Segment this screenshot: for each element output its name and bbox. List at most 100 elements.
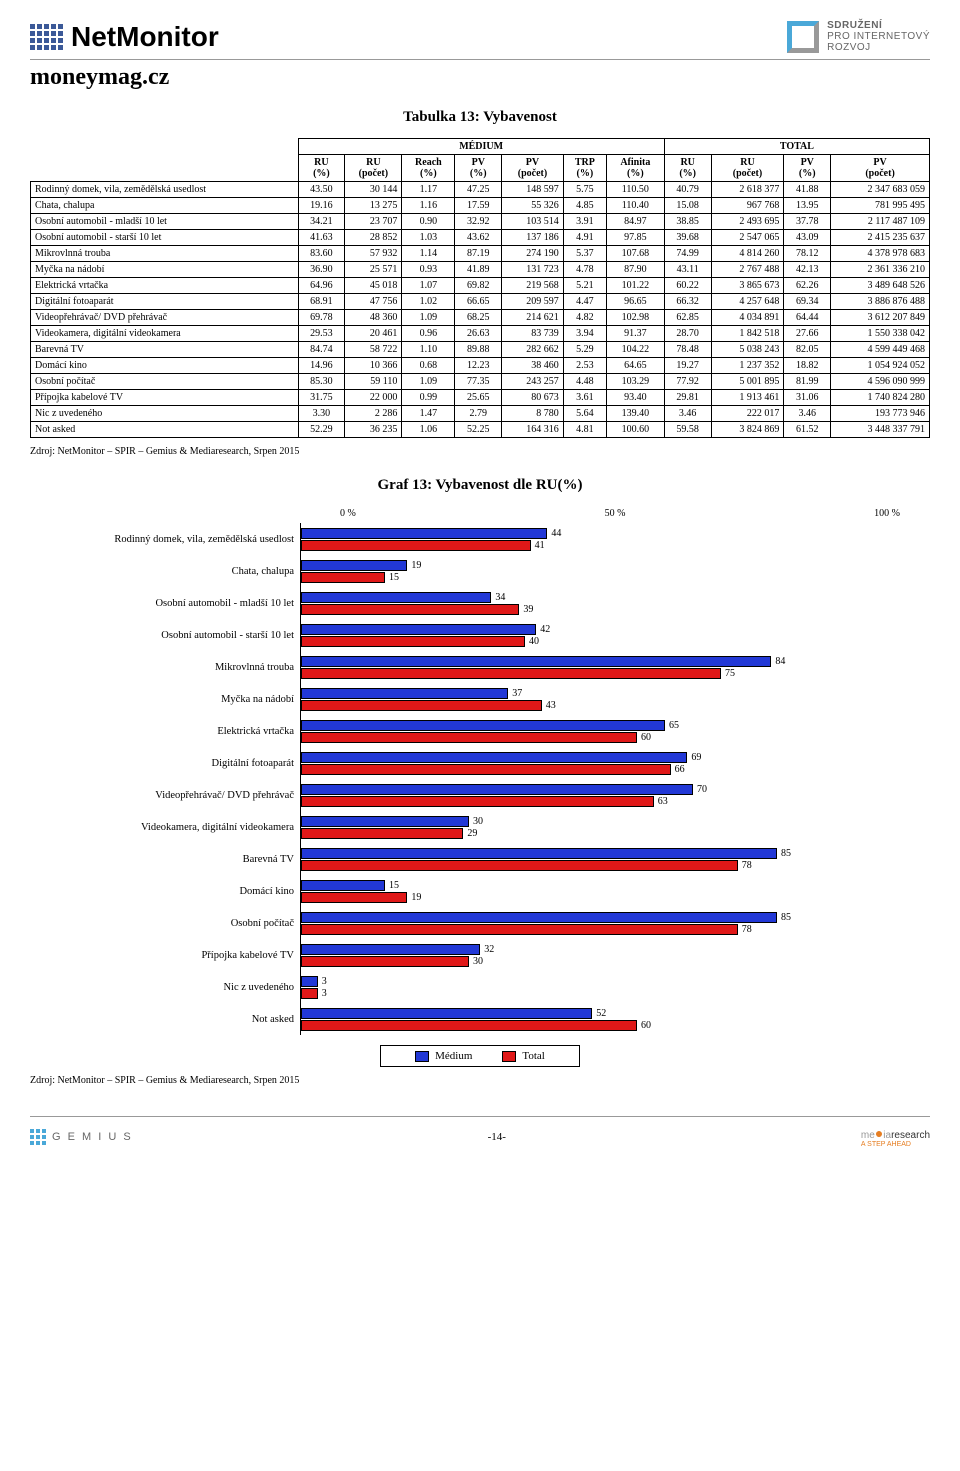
bar-total (301, 1020, 637, 1031)
cell: 0.90 (402, 214, 455, 230)
data-table: MÉDIUM TOTAL RU(%)RU(počet)Reach(%)PV(%)… (30, 138, 930, 438)
cell: 1.07 (402, 278, 455, 294)
cell: 45 018 (345, 278, 402, 294)
cell: 110.40 (606, 198, 664, 214)
cell: 36.90 (298, 262, 345, 278)
bar-value-total: 60 (641, 1020, 651, 1031)
source-text-1: Zdroj: NetMonitor – SPIR – Gemius & Medi… (30, 446, 930, 457)
cell: 41.88 (784, 182, 831, 198)
bar-value-total: 78 (742, 924, 752, 935)
bar-group: 33 (301, 971, 930, 1003)
cell: 3.61 (563, 390, 606, 406)
cell: 28 852 (345, 230, 402, 246)
cell: 14.96 (298, 358, 345, 374)
chart-category-label: Osobní počítač (70, 907, 300, 939)
bar-value-medium: 34 (495, 592, 505, 603)
table-row: Domácí kino14.9610 3660.6812.2338 4602.5… (31, 358, 930, 374)
bar-medium (301, 784, 693, 795)
bar-row-total: 39 (301, 604, 930, 615)
chart-category-label: Rodinný domek, vila, zemědělská usedlost (70, 523, 300, 555)
bar-value-medium: 65 (669, 720, 679, 731)
cell: 4.85 (563, 198, 606, 214)
cell: 96.65 (606, 294, 664, 310)
col-header: PV(%) (784, 155, 831, 182)
cell: 22 000 (345, 390, 402, 406)
cell: 47.25 (455, 182, 502, 198)
bar-row-medium: 70 (301, 784, 930, 795)
cell: 19.27 (664, 358, 711, 374)
cell: 2 117 487 109 (831, 214, 930, 230)
cell: 31.06 (784, 390, 831, 406)
cell: 81.99 (784, 374, 831, 390)
cell: 1.09 (402, 310, 455, 326)
cell: 97.85 (606, 230, 664, 246)
cell: 110.50 (606, 182, 664, 198)
chart-category-label: Videokamera, digitální videokamera (70, 811, 300, 843)
cell: 5 001 895 (711, 374, 784, 390)
gemius-dots-icon (30, 1129, 46, 1145)
cell: 41.89 (455, 262, 502, 278)
bar-value-medium: 32 (484, 944, 494, 955)
cell: 40.79 (664, 182, 711, 198)
col-header: Afinita(%) (606, 155, 664, 182)
cell: 64.65 (606, 358, 664, 374)
row-label: Elektrická vrtačka (31, 278, 299, 294)
cell: 3 489 648 526 (831, 278, 930, 294)
bar-row-total: 43 (301, 700, 930, 711)
cell: 26.63 (455, 326, 502, 342)
spir-line1: SDRUŽENÍ (827, 20, 930, 31)
cell: 101.22 (606, 278, 664, 294)
cell: 1.16 (402, 198, 455, 214)
bar-value-medium: 70 (697, 784, 707, 795)
bar-row-medium: 42 (301, 624, 930, 635)
cell: 30 144 (345, 182, 402, 198)
bar-row-medium: 30 (301, 816, 930, 827)
cell: 77.92 (664, 374, 711, 390)
bar-row-total: 78 (301, 924, 930, 935)
row-label: Videopřehrávač/ DVD přehrávač (31, 310, 299, 326)
col-header: RU(%) (664, 155, 711, 182)
cell: 1.09 (402, 374, 455, 390)
cell: 84.74 (298, 342, 345, 358)
table-title: Tabulka 13: Vybavenost (30, 109, 930, 126)
bar-group: 8475 (301, 651, 930, 683)
chart-category-label: Videopřehrávač/ DVD přehrávač (70, 779, 300, 811)
bar-value-medium: 85 (781, 848, 791, 859)
cell: 4 257 648 (711, 294, 784, 310)
bar-value-total: 41 (535, 540, 545, 551)
bar-row-total: 60 (301, 1020, 930, 1031)
cell: 32.92 (455, 214, 502, 230)
cell: 3.46 (664, 406, 711, 422)
cell: 2 618 377 (711, 182, 784, 198)
cell: 100.60 (606, 422, 664, 438)
row-label: Digitální fotoaparát (31, 294, 299, 310)
table-row: Mikrovlnná trouba83.6057 9321.1487.19274… (31, 246, 930, 262)
cell: 3.94 (563, 326, 606, 342)
bar-medium (301, 944, 480, 955)
cell: 15.08 (664, 198, 711, 214)
page-header: NetMonitor SDRUŽENÍ PRO INTERNETOVÝ ROZV… (30, 20, 930, 60)
cell: 62.26 (784, 278, 831, 294)
cell: 967 768 (711, 198, 784, 214)
bar-row-medium: 52 (301, 1008, 930, 1019)
site-title: moneymag.cz (30, 64, 930, 91)
bar-group: 5260 (301, 1003, 930, 1035)
row-label: Osobní automobil - starší 10 let (31, 230, 299, 246)
cell: 42.13 (784, 262, 831, 278)
bar-total (301, 540, 531, 551)
cell: 3 448 337 791 (831, 422, 930, 438)
cell: 0.93 (402, 262, 455, 278)
bar-row-total: 29 (301, 828, 930, 839)
bar-value-total: 15 (389, 572, 399, 583)
chart-title: Graf 13: Vybavenost dle RU(%) (30, 477, 930, 494)
table-row: Not asked52.2936 2351.0652.25164 3164.81… (31, 422, 930, 438)
cell: 219 568 (502, 278, 564, 294)
cell: 1 740 824 280 (831, 390, 930, 406)
bar-value-medium: 69 (691, 752, 701, 763)
bar-medium (301, 880, 385, 891)
table-row: Elektrická vrtačka64.9645 0181.0769.8221… (31, 278, 930, 294)
cell: 131 723 (502, 262, 564, 278)
chart-category-label: Not asked (70, 1003, 300, 1035)
source-text-2: Zdroj: NetMonitor – SPIR – Gemius & Medi… (30, 1075, 930, 1086)
row-label: Barevná TV (31, 342, 299, 358)
